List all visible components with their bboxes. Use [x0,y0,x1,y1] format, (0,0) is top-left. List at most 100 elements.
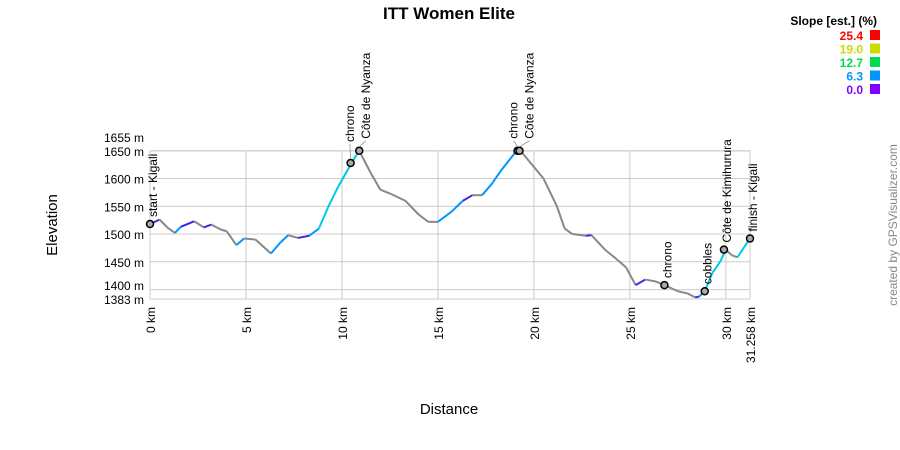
waypoint-label: Côte de Kimihurura [720,139,734,243]
y-tick-label: 1383 m [104,293,144,307]
profile-segment [731,254,738,259]
profile-segment [210,223,222,231]
waypoint-marker [515,146,524,156]
profile-segment [500,150,518,171]
legend-label: 0.0 [846,83,863,97]
legend-label: 25.4 [840,29,864,43]
y-tick-label: 1550 m [104,200,144,214]
waypoint-marker [354,146,364,156]
waypoint-label: chrono [507,102,521,139]
profile-segment [369,172,382,191]
y-tick-label: 1600 m [104,173,144,187]
profile-segment [585,234,592,237]
y-tick-label: 1500 m [104,228,144,242]
waypoint-leader-line [519,140,530,148]
legend-label: 19.0 [840,43,864,57]
x-tick-label: 25 km [624,307,638,340]
profile-segment [572,233,586,237]
legend-swatch [870,43,880,54]
profile-segment [677,290,688,295]
y-tick-label: 1400 m [104,279,144,293]
profile-segment [327,186,340,207]
profile-segment [694,295,700,299]
x-tick-label: 15 km [432,307,446,340]
profile-segment [279,234,289,244]
y-tick-label: 1655 m [104,131,144,145]
profile-segment [308,227,320,237]
legend-swatch [870,70,880,81]
profile-segment [490,169,503,185]
profile-segment [555,205,566,229]
profile-segment [225,230,238,246]
profile-segment [389,192,406,202]
profile-segment [437,211,452,223]
profile-segment [711,261,721,274]
profile-segment [166,226,176,234]
profile-segment [203,223,212,229]
waypoint-label: start - Kigali [146,154,160,217]
waypoint-marker [346,158,355,168]
waypoint-label: Côte de Nyanza [359,52,373,138]
profile-segment [174,226,182,234]
legend-swatch [870,30,880,40]
legend-swatch [870,57,880,67]
profile-segment [235,237,245,246]
x-axis-label: Distance [420,401,478,418]
profile-segment [158,218,168,229]
profile-segment [270,241,282,255]
legend-swatch [870,84,880,94]
x-tick-label: 5 km [240,307,254,333]
x-tick-label: 31.258 km [744,307,758,363]
legend-label: 6.3 [846,70,863,84]
profile-segment [450,200,464,213]
x-tick-label: 20 km [528,307,542,340]
waypoint-leader-line [349,143,351,160]
waypoint-marker [745,234,755,243]
profile-segment [542,178,558,207]
profile-segment [254,238,272,255]
waypoint-marker [145,219,155,229]
profile-segment [297,234,310,239]
profile-segment [481,183,493,196]
profile-segment [635,278,646,286]
profile-layer [149,149,751,299]
legend: Slope [est.] (%)25.419.012.76.30.0 [790,14,880,97]
profile-segment [404,200,420,216]
x-tick-label: 30 km [720,307,734,340]
waypoint-label: chrono [660,241,674,278]
waypoint-leader-line [358,140,367,148]
x-tick-label: 0 km [144,307,158,333]
profile-segment [287,234,299,239]
waypoint-label: cobbles [701,243,715,284]
y-axis-label: Elevation [44,194,61,256]
chart-title: ITT Women Elite [383,4,515,23]
profile-segment [180,220,195,228]
profile-segment [645,278,656,283]
profile-segment [687,292,696,299]
waypoint-label: finish - Kigali [746,163,760,231]
profile-segment [604,248,618,260]
waypoint-marker [660,280,669,290]
profile-segment [193,220,205,229]
profile-segment [243,237,256,241]
waypoint-leader-line [513,140,518,147]
legend-label: 12.7 [840,56,864,70]
waypoint-label: Côte de Nyanza [523,52,537,138]
profile-segment [379,188,391,195]
x-tick-label: 10 km [336,307,350,340]
profile-segment [317,205,330,229]
profile-segment [590,234,606,251]
profile-segment [220,228,228,233]
profile-segment [615,258,627,269]
waypoint-marker [719,245,729,254]
profile-segment [531,164,545,180]
y-tick-label: 1450 m [104,256,144,270]
profile-segment [625,266,637,286]
legend-title: Slope [est.] (%) [790,14,877,28]
profile-segment [564,227,573,235]
credit-text: created by GPSVisualizer.com [886,144,900,306]
profile-segment [462,194,473,202]
